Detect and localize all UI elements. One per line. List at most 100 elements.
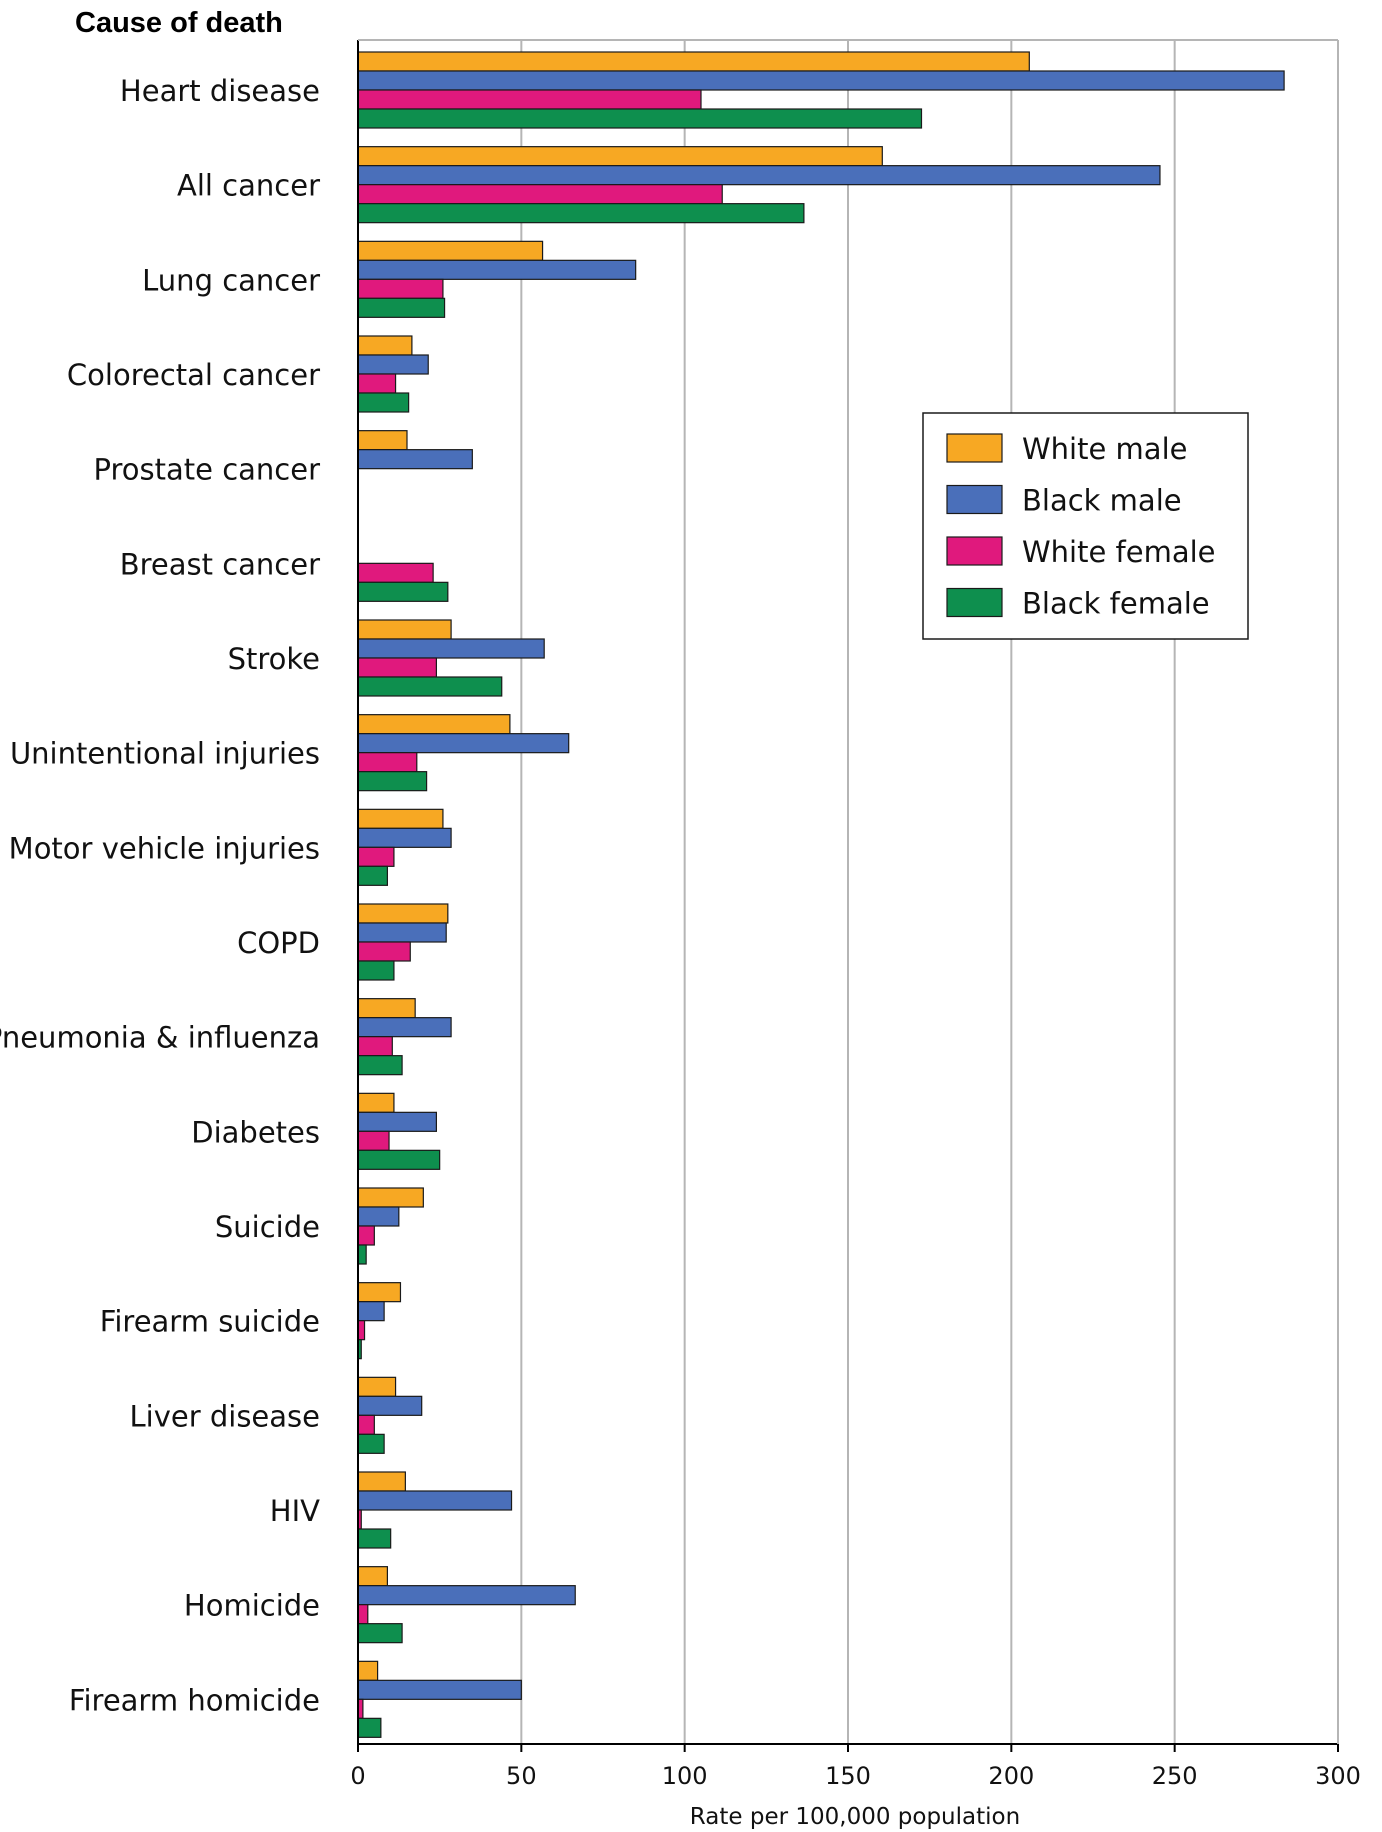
bar-white-male-unintentional-injuries bbox=[357, 714, 511, 735]
legend-swatch-black-male bbox=[946, 484, 1003, 515]
bar-white-female-copd bbox=[357, 941, 411, 962]
bar-white-female-lung-cancer bbox=[357, 278, 444, 299]
bar-black-male-heart-disease bbox=[357, 70, 1285, 91]
category-labels: Heart disease All cancer Lung cancer Colore… bbox=[0, 74, 320, 1717]
bar-white-female-colorectal-cancer bbox=[357, 373, 397, 394]
bar-white-male-colorectal-cancer bbox=[357, 335, 413, 356]
grid bbox=[520, 40, 1339, 1744]
category-label-firearm-suicide: Firearm suicide bbox=[100, 1305, 320, 1339]
bar-black-female-hiv bbox=[357, 1528, 392, 1549]
bar-white-male-lung-cancer bbox=[357, 240, 544, 261]
bar-white-female-motor-vehicle-injuries bbox=[357, 846, 395, 867]
bar-black-male-all-cancer bbox=[357, 165, 1161, 186]
bar-white-male-stroke bbox=[357, 619, 452, 640]
x-tick-label: 300 bbox=[1315, 1762, 1361, 1790]
bar-black-male-motor-vehicle-injuries bbox=[357, 827, 452, 848]
bar-white-female-stroke bbox=[357, 657, 438, 678]
x-tick-label: 200 bbox=[988, 1762, 1034, 1790]
bar-white-male-prostate-cancer bbox=[357, 430, 408, 451]
bar-white-female-all-cancer bbox=[357, 184, 723, 205]
bar-black-female-all-cancer bbox=[357, 203, 805, 224]
category-label-liver-disease: Liver disease bbox=[130, 1399, 321, 1433]
x-tick-label: 0 bbox=[350, 1762, 365, 1790]
bar-white-male-liver-disease bbox=[357, 1376, 397, 1397]
legend-swatch-white-female bbox=[946, 536, 1003, 566]
category-label-firearm-homicide: Firearm homicide bbox=[69, 1683, 320, 1717]
bar-black-male-unintentional-injuries bbox=[357, 733, 570, 754]
bar-white-male-motor-vehicle-injuries bbox=[357, 808, 444, 829]
legend-swatch-white-male bbox=[946, 433, 1003, 463]
bar-black-female-colorectal-cancer bbox=[357, 392, 410, 413]
category-label-heart-disease: Heart disease bbox=[120, 74, 320, 108]
bar-white-male-firearm-homicide bbox=[357, 1660, 379, 1681]
bar-black-female-diabetes bbox=[357, 1149, 441, 1170]
x-tick-label: 250 bbox=[1152, 1762, 1198, 1790]
x-ticks: 0 50 100 150 200 250 300 bbox=[350, 1744, 1361, 1790]
bar-black-male-suicide bbox=[357, 1206, 400, 1227]
bar-black-male-hiv bbox=[357, 1490, 513, 1511]
legend-swatch-black-female bbox=[946, 587, 1003, 618]
bar-black-female-stroke bbox=[357, 676, 503, 697]
category-label-all-cancer: All cancer bbox=[177, 169, 320, 203]
bar-white-male-diabetes bbox=[357, 1092, 395, 1113]
bar-white-male-homicide bbox=[357, 1566, 388, 1587]
bar-black-male-diabetes bbox=[357, 1111, 438, 1132]
bar-black-female-breast-cancer bbox=[357, 581, 449, 602]
bar-white-male-all-cancer bbox=[357, 146, 883, 167]
bar-white-male-suicide bbox=[357, 1187, 424, 1208]
category-label-unintentional-injuries: Unintentional injuries bbox=[10, 737, 320, 771]
bar-black-male-liver-disease bbox=[357, 1395, 423, 1416]
bar-white-female-unintentional-injuries bbox=[357, 752, 418, 773]
bar-black-male-firearm-homicide bbox=[357, 1679, 522, 1700]
x-tick-label: 50 bbox=[506, 1762, 537, 1790]
bar-black-female-homicide bbox=[357, 1623, 403, 1644]
bar-white-male-firearm-suicide bbox=[357, 1282, 402, 1303]
bar-white-female-suicide bbox=[357, 1225, 375, 1246]
category-label-hiv: HIV bbox=[270, 1494, 320, 1528]
bar-white-female-homicide bbox=[357, 1604, 369, 1625]
bar-black-male-prostate-cancer bbox=[357, 449, 473, 470]
legend-label-white-female: White female bbox=[1022, 535, 1216, 569]
bar-white-female-heart-disease bbox=[357, 89, 702, 110]
bar-black-female-liver-disease bbox=[357, 1433, 385, 1454]
bar-black-female-heart-disease bbox=[357, 108, 923, 129]
chart-title: Cause of death bbox=[75, 7, 283, 39]
bar-black-male-firearm-suicide bbox=[357, 1301, 385, 1322]
bars bbox=[357, 51, 1285, 1738]
bar-black-male-homicide bbox=[357, 1585, 576, 1606]
legend-label-black-male: Black male bbox=[1022, 484, 1182, 518]
category-label-stroke: Stroke bbox=[228, 642, 320, 676]
bar-white-male-copd bbox=[357, 903, 449, 924]
category-label-motor-vehicle-injuries: Motor vehicle injuries bbox=[9, 831, 320, 865]
bar-white-female-diabetes bbox=[357, 1130, 390, 1151]
bar-black-female-unintentional-injuries bbox=[357, 771, 428, 792]
bar-black-male-stroke bbox=[357, 638, 545, 659]
bar-white-female-liver-disease bbox=[357, 1414, 375, 1435]
legend-label-black-female: Black female bbox=[1022, 587, 1210, 621]
x-tick-label: 150 bbox=[825, 1762, 871, 1790]
category-label-prostate-cancer: Prostate cancer bbox=[94, 453, 321, 487]
bar-black-male-pneumonia-and-influenza bbox=[357, 1017, 452, 1038]
category-label-copd: COPD bbox=[237, 926, 320, 960]
category-label-suicide: Suicide bbox=[215, 1210, 320, 1244]
bar-white-male-hiv bbox=[357, 1471, 406, 1492]
bar-white-male-pneumonia-and-influenza bbox=[357, 998, 416, 1019]
bar-white-male-heart-disease bbox=[357, 51, 1030, 72]
bar-black-female-pneumonia-and-influenza bbox=[357, 1055, 403, 1076]
bar-white-female-pneumonia-and-influenza bbox=[357, 1036, 393, 1057]
legend-label-white-male: White male bbox=[1022, 432, 1187, 466]
bar-black-female-lung-cancer bbox=[357, 297, 446, 318]
bar-black-male-copd bbox=[357, 922, 447, 943]
legend: White male Black male White female Black fe… bbox=[922, 412, 1249, 640]
x-tick-label: 100 bbox=[662, 1762, 708, 1790]
bar-white-female-breast-cancer bbox=[357, 562, 434, 583]
category-label-colorectal-cancer: Colorectal cancer bbox=[67, 358, 320, 392]
bar-black-female-suicide bbox=[357, 1244, 367, 1265]
bar-black-male-lung-cancer bbox=[357, 259, 637, 280]
bar-black-female-motor-vehicle-injuries bbox=[357, 865, 388, 886]
category-label-diabetes: Diabetes bbox=[191, 1115, 320, 1149]
bar-black-female-firearm-homicide bbox=[357, 1717, 382, 1738]
category-label-pneumonia-and-influenza: Pneumonia & influenza bbox=[0, 1021, 320, 1055]
category-label-homicide: Homicide bbox=[184, 1589, 320, 1623]
